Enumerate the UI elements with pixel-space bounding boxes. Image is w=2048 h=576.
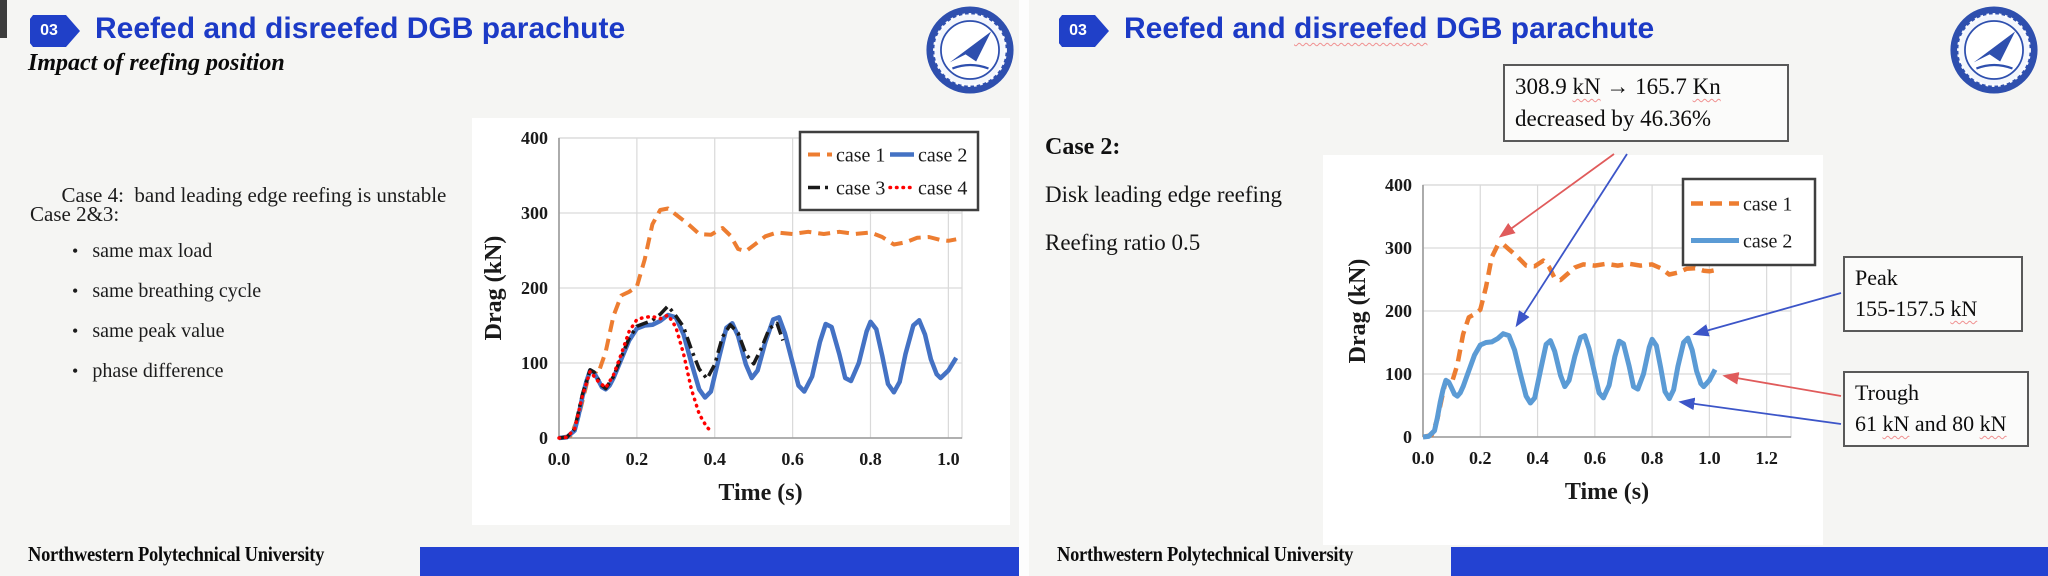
spellcheck-underlined-word: disreefed	[1294, 12, 1428, 45]
svg-text:0: 0	[1403, 427, 1412, 447]
bullet-list: same max load same breathing cycle same …	[72, 240, 261, 400]
callout-line: decreased by 46.36%	[1515, 106, 1712, 132]
svg-text:case 4: case 4	[918, 178, 967, 200]
svg-text:0.8: 0.8	[1641, 448, 1664, 468]
svg-text:case 3: case 3	[836, 178, 885, 200]
svg-text:case 1: case 1	[1743, 194, 1792, 216]
bullet-item: phase difference	[72, 360, 261, 383]
svg-text:0.2: 0.2	[1469, 448, 1492, 468]
window-edge-artifact	[0, 0, 7, 38]
svg-text:0: 0	[539, 428, 548, 448]
callout-trough-value: Trough 61 kN and 80 kN	[1843, 371, 2029, 447]
slide-number-left: 03	[40, 22, 58, 39]
slide-subtitle: Impact of reefing position	[28, 50, 285, 76]
slide-title-left: Reefed and disreefed DGB parachute	[95, 12, 626, 45]
svg-text:0.8: 0.8	[859, 449, 882, 469]
slide-right: 03 Reefed and disreefed DGB parachute Ca…	[1029, 0, 2048, 576]
drag-time-chart-right: 0.0 0.2 0.4 0.6 0.8 1.0 1.2 0 100 200 300 400 Time (…	[1345, 175, 1817, 505]
svg-text:400: 400	[1385, 175, 1412, 195]
svg-text:0.4: 0.4	[1526, 448, 1549, 468]
callout-line: Trough	[1855, 380, 1919, 405]
footer-university-label-left: Northwestern Polytechnical University	[28, 542, 325, 566]
svg-text:0.6: 0.6	[1584, 448, 1607, 468]
bullet-item: same peak value	[72, 320, 261, 343]
svg-text:300: 300	[521, 203, 548, 223]
callout-peak-decrease: 308.9 kN → 165.7 Kn decreased by 46.36%	[1503, 64, 1789, 143]
svg-text:0.0: 0.0	[1412, 448, 1435, 468]
callout-line: 155-157.5 kN	[1855, 295, 1978, 321]
slide-number-badge-right: 03	[1059, 15, 1109, 47]
slide-left: 03 Reefed and disreefed DGB parachute Im…	[0, 0, 1019, 576]
svg-text:0.4: 0.4	[703, 449, 726, 469]
chart-panel-left: 0.0 0.2 0.4 0.6 0.8 1.0 0 100 200 300 400 Time (s) D…	[472, 118, 1010, 525]
case4-text-line: Case 4: band leading edge reefing is uns…	[61, 183, 447, 207]
svg-text:200: 200	[1385, 301, 1412, 321]
drag-time-chart-left: 0.0 0.2 0.4 0.6 0.8 1.0 0 100 200 300 400 Time (s) D…	[481, 128, 980, 506]
svg-text:100: 100	[1385, 364, 1412, 384]
disk-reefing-line: Disk leading edge reefing	[1045, 182, 1282, 207]
svg-text:400: 400	[521, 128, 548, 148]
svg-text:200: 200	[521, 278, 548, 298]
svg-text:case 1: case 1	[836, 145, 885, 167]
footer-university-label-right: Northwestern Polytechnical University	[1057, 542, 1354, 566]
npu-logo-icon	[1950, 6, 2038, 94]
svg-text:300: 300	[1385, 238, 1412, 258]
svg-text:0.0: 0.0	[548, 449, 571, 469]
svg-text:case 2: case 2	[1743, 231, 1792, 253]
callout-line: 61 kN and 80 kN	[1855, 410, 2007, 436]
callout-peak-value: Peak 155-157.5 kN	[1843, 256, 2023, 332]
case23-text-line: Case 2&3:	[30, 202, 120, 226]
footer-bar-right	[1451, 547, 2048, 576]
svg-text:Time (s): Time (s)	[1565, 479, 1649, 505]
chart-panel-right: 0.0 0.2 0.4 0.6 0.8 1.0 1.2 0 100 200 300 400 Time (…	[1323, 155, 1823, 545]
svg-text:1.0: 1.0	[1698, 448, 1721, 468]
bullet-item: same max load	[72, 240, 261, 263]
svg-text:Time (s): Time (s)	[718, 480, 802, 506]
svg-text:0.2: 0.2	[626, 449, 649, 469]
slide-number-badge-left: 03	[30, 15, 80, 47]
svg-text:1.2: 1.2	[1755, 448, 1778, 468]
svg-text:1.0: 1.0	[937, 449, 960, 469]
svg-text:Drag (kN): Drag (kN)	[481, 236, 507, 341]
svg-text:0.6: 0.6	[781, 449, 804, 469]
case2-heading: Case 2:	[1045, 134, 1121, 160]
reefing-ratio-line: Reefing ratio 0.5	[1045, 230, 1201, 255]
bullet-item: same breathing cycle	[72, 280, 261, 303]
svg-text:Drag (kN): Drag (kN)	[1345, 259, 1371, 364]
svg-text:100: 100	[521, 353, 548, 373]
callout-line: Peak	[1855, 265, 1898, 290]
slide-number-right: 03	[1069, 22, 1087, 39]
callout-line: 308.9 kN → 165.7 Kn	[1515, 74, 1721, 99]
svg-text:case 2: case 2	[918, 145, 967, 167]
npu-logo-icon	[926, 6, 1014, 94]
footer-bar-left	[420, 547, 1019, 576]
slide-title-right: Reefed and disreefed DGB parachute	[1124, 12, 1655, 45]
